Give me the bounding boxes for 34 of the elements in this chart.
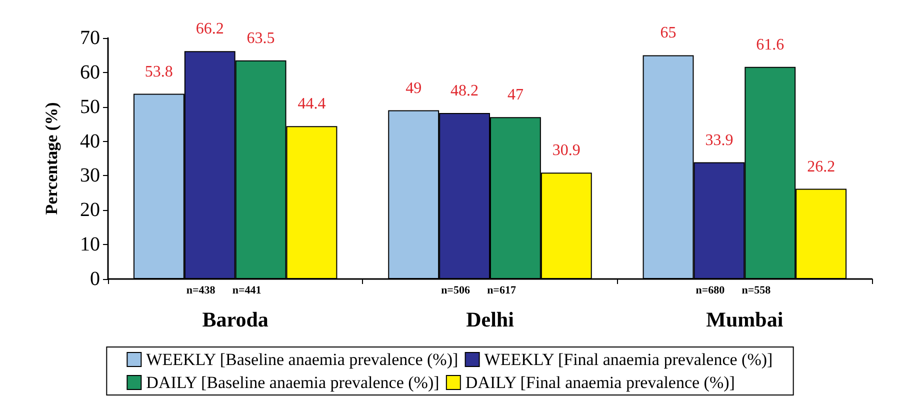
y-tick-label: 40 [80,130,100,152]
data-label: 33.9 [705,132,734,149]
text: n=617 [487,284,516,296]
x-tick-label: Delhi [466,308,514,332]
text: n=438 [186,284,216,296]
y-tick-label: 20 [80,199,100,222]
text: n=558 [742,284,772,296]
y-tick-label: 50 [80,96,100,118]
legend-label: DAILY [Final anaemia prevalence (%)] [465,373,735,392]
text: n=441 [232,284,262,296]
data-label: 61.6 [756,36,784,54]
x-tick-label: Baroda [202,308,269,332]
y-tick-label: 30 [80,164,100,187]
data-label: 47 [507,86,524,104]
legend-label: WEEKLY [Baseline anaemia prevalence (%)] [146,350,458,369]
y-tick-label: 70 [80,27,100,49]
x-tick-label: Mumbai [706,308,784,332]
text: n=680 [696,284,726,296]
y-tick-label: 0 [90,268,100,290]
data-label: 30.9 [552,142,580,160]
data-label: 53.8 [144,63,173,80]
data-label: 48.2 [450,82,479,100]
legend-label: WEEKLY [Final anaemia prevalence (%)] [484,350,773,369]
data-label: 65 [660,24,676,42]
y-tick-label: 10 [80,234,100,256]
data-label: 49 [406,80,422,97]
y-tick-label: 60 [80,61,100,84]
data-label: 26.2 [807,158,836,176]
text: n=506 [441,284,470,296]
y-axis-title: Percentage (%) [42,102,61,215]
data-label: 44.4 [298,96,326,113]
legend-label: DAILY [Baseline anaemia prevalence (%)] [146,373,440,392]
data-label: 66.2 [196,20,224,38]
data-label: 63.5 [246,30,275,47]
